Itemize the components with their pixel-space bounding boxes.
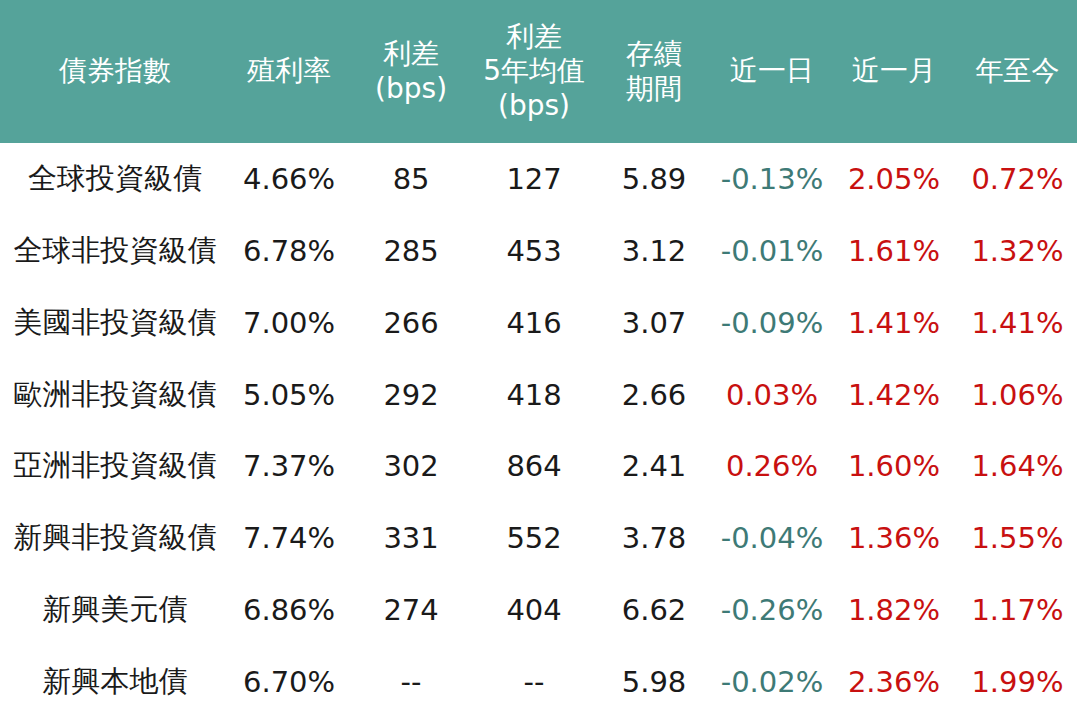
header-past-month: 近一月	[830, 0, 958, 143]
cell-duration: 2.66	[594, 359, 714, 431]
cell-past-day: 0.03%	[714, 359, 830, 431]
cell-spread-5y-avg: 453	[474, 215, 594, 287]
cell-spread-bps: 274	[348, 574, 474, 646]
bond-index-table: 債券指數 殖利率 利差 (bps) 利差 5年均值 (bps) 存續 期間 近一…	[0, 0, 1077, 718]
cell-bond-index: 亞洲非投資級債	[0, 431, 230, 503]
table-row: 新興本地債 6.70% -- -- 5.98 -0.02% 2.36% 1.99…	[0, 646, 1077, 718]
cell-spread-bps: 292	[348, 359, 474, 431]
table-row: 新興非投資級債 7.74% 331 552 3.78 -0.04% 1.36% …	[0, 502, 1077, 574]
table-row: 新興美元債 6.86% 274 404 6.62 -0.26% 1.82% 1.…	[0, 574, 1077, 646]
cell-yield: 7.37%	[230, 431, 348, 503]
table-header: 債券指數 殖利率 利差 (bps) 利差 5年均值 (bps) 存續 期間 近一…	[0, 0, 1077, 143]
cell-past-month: 1.41%	[830, 287, 958, 359]
cell-yield: 4.66%	[230, 143, 348, 215]
cell-yield: 7.74%	[230, 502, 348, 574]
header-row: 債券指數 殖利率 利差 (bps) 利差 5年均值 (bps) 存續 期間 近一…	[0, 0, 1077, 143]
cell-year-to-date: 1.99%	[958, 646, 1077, 718]
header-yield: 殖利率	[230, 0, 348, 143]
cell-spread-5y-avg: 864	[474, 431, 594, 503]
cell-duration: 2.41	[594, 431, 714, 503]
table-row: 美國非投資級債 7.00% 266 416 3.07 -0.09% 1.41% …	[0, 287, 1077, 359]
cell-yield: 6.78%	[230, 215, 348, 287]
cell-duration: 3.78	[594, 502, 714, 574]
header-spread-5y-avg: 利差 5年均值 (bps)	[474, 0, 594, 143]
cell-past-month: 2.05%	[830, 143, 958, 215]
cell-year-to-date: 1.64%	[958, 431, 1077, 503]
cell-year-to-date: 0.72%	[958, 143, 1077, 215]
table-row: 全球非投資級債 6.78% 285 453 3.12 -0.01% 1.61% …	[0, 215, 1077, 287]
cell-spread-5y-avg: 552	[474, 502, 594, 574]
cell-year-to-date: 1.06%	[958, 359, 1077, 431]
table-row: 全球投資級債 4.66% 85 127 5.89 -0.13% 2.05% 0.…	[0, 143, 1077, 215]
cell-past-day: -0.26%	[714, 574, 830, 646]
cell-spread-5y-avg: --	[474, 646, 594, 718]
header-bond-index: 債券指數	[0, 0, 230, 143]
cell-past-month: 1.82%	[830, 574, 958, 646]
header-year-to-date: 年至今	[958, 0, 1077, 143]
cell-duration: 3.12	[594, 215, 714, 287]
cell-spread-5y-avg: 127	[474, 143, 594, 215]
cell-bond-index: 全球非投資級債	[0, 215, 230, 287]
cell-year-to-date: 1.17%	[958, 574, 1077, 646]
cell-yield: 7.00%	[230, 287, 348, 359]
cell-past-month: 1.42%	[830, 359, 958, 431]
table-body: 全球投資級債 4.66% 85 127 5.89 -0.13% 2.05% 0.…	[0, 143, 1077, 718]
cell-past-month: 1.60%	[830, 431, 958, 503]
cell-yield: 6.86%	[230, 574, 348, 646]
cell-past-month: 2.36%	[830, 646, 958, 718]
cell-spread-bps: --	[348, 646, 474, 718]
cell-past-day: -0.09%	[714, 287, 830, 359]
header-spread-bps: 利差 (bps)	[348, 0, 474, 143]
cell-year-to-date: 1.41%	[958, 287, 1077, 359]
cell-spread-bps: 266	[348, 287, 474, 359]
cell-bond-index: 美國非投資級債	[0, 287, 230, 359]
cell-bond-index: 新興非投資級債	[0, 502, 230, 574]
cell-spread-bps: 85	[348, 143, 474, 215]
cell-spread-5y-avg: 404	[474, 574, 594, 646]
cell-past-day: -0.02%	[714, 646, 830, 718]
cell-past-day: -0.01%	[714, 215, 830, 287]
cell-duration: 6.62	[594, 574, 714, 646]
table-row: 亞洲非投資級債 7.37% 302 864 2.41 0.26% 1.60% 1…	[0, 431, 1077, 503]
cell-past-month: 1.61%	[830, 215, 958, 287]
cell-year-to-date: 1.32%	[958, 215, 1077, 287]
cell-spread-bps: 302	[348, 431, 474, 503]
cell-bond-index: 全球投資級債	[0, 143, 230, 215]
cell-bond-index: 新興美元債	[0, 574, 230, 646]
cell-yield: 5.05%	[230, 359, 348, 431]
cell-spread-bps: 285	[348, 215, 474, 287]
cell-past-month: 1.36%	[830, 502, 958, 574]
cell-year-to-date: 1.55%	[958, 502, 1077, 574]
header-past-day: 近一日	[714, 0, 830, 143]
cell-past-day: -0.04%	[714, 502, 830, 574]
cell-duration: 5.98	[594, 646, 714, 718]
cell-spread-5y-avg: 416	[474, 287, 594, 359]
cell-spread-bps: 331	[348, 502, 474, 574]
cell-past-day: 0.26%	[714, 431, 830, 503]
cell-yield: 6.70%	[230, 646, 348, 718]
cell-duration: 5.89	[594, 143, 714, 215]
table-row: 歐洲非投資級債 5.05% 292 418 2.66 0.03% 1.42% 1…	[0, 359, 1077, 431]
cell-spread-5y-avg: 418	[474, 359, 594, 431]
cell-past-day: -0.13%	[714, 143, 830, 215]
header-duration: 存續 期間	[594, 0, 714, 143]
cell-duration: 3.07	[594, 287, 714, 359]
cell-bond-index: 歐洲非投資級債	[0, 359, 230, 431]
cell-bond-index: 新興本地債	[0, 646, 230, 718]
